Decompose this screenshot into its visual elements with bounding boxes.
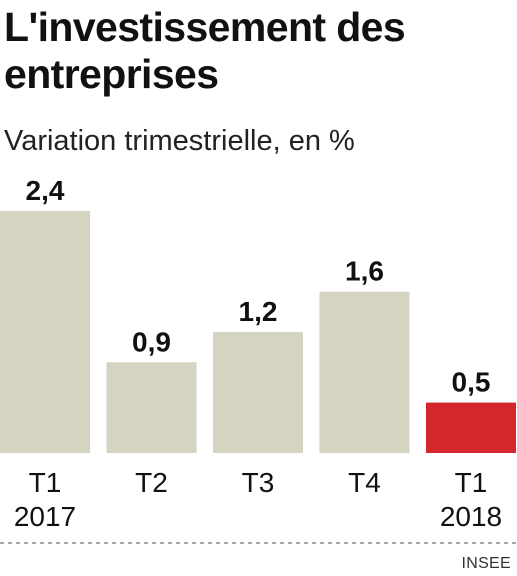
bar-1	[0, 211, 90, 453]
bars-group	[0, 211, 516, 453]
value-label-3: 1,2	[239, 296, 278, 327]
category-label-4-quarter: T4	[348, 467, 381, 498]
value-label-5: 0,5	[452, 367, 491, 398]
source-label: INSEE	[461, 555, 511, 572]
bar-2	[106, 362, 197, 453]
value-label-2: 0,9	[132, 326, 171, 357]
value-label-4: 1,6	[345, 256, 384, 287]
category-label-1-quarter: T1	[29, 467, 62, 498]
category-label-2-quarter: T2	[135, 467, 168, 498]
bar-4	[319, 291, 410, 453]
category-label-1-year: 2017	[14, 501, 76, 532]
bar-5	[426, 402, 516, 453]
value-label-1: 2,4	[26, 175, 65, 206]
category-label-3-quarter: T3	[242, 467, 275, 498]
value-labels-group: 2,4 0,9 1,2 1,6 0,5	[26, 175, 491, 398]
bar-3	[213, 332, 303, 453]
category-label-5-quarter: T1	[455, 467, 488, 498]
chart-subtitle: Variation trimestrielle, en %	[4, 125, 355, 157]
category-label-5-year: 2018	[440, 501, 502, 532]
chart-title: L'investissement des entreprises	[4, 4, 406, 97]
